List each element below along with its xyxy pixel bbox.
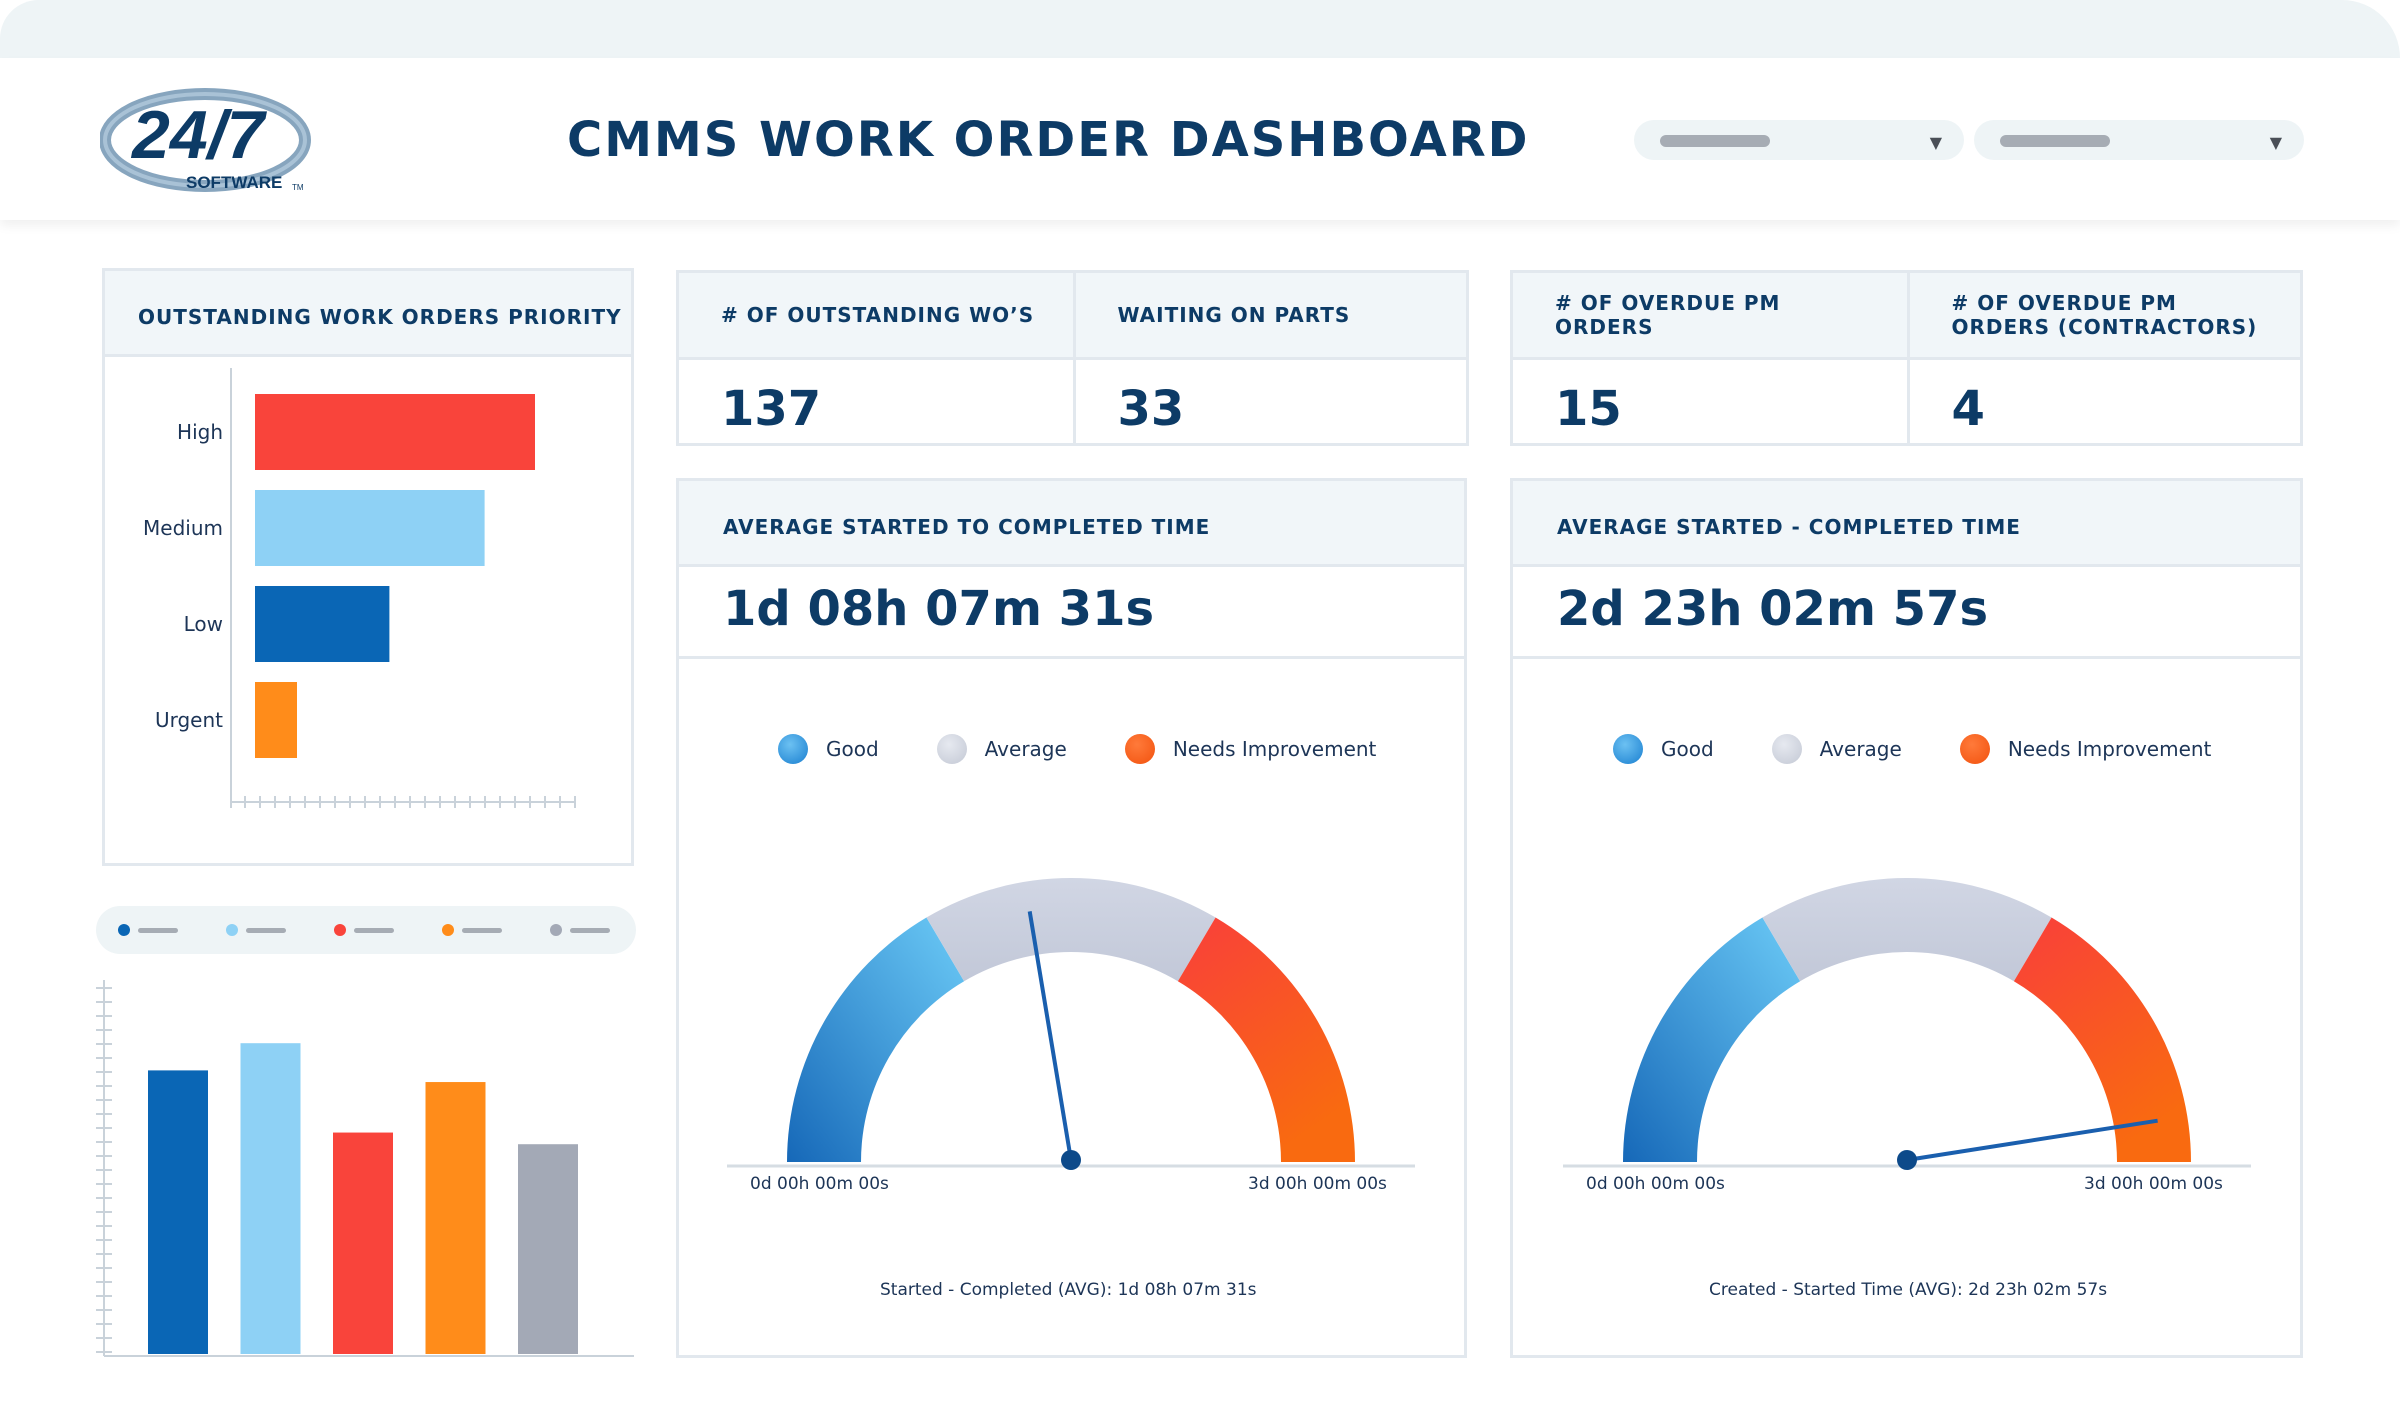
gauge-footer: Created - Started Time (AVG): 2d 23h 02m… bbox=[1709, 1280, 2108, 1300]
kpi-label: # OF OVERDUE PM ORDERS bbox=[1555, 291, 1781, 339]
priority-bar[interactable] bbox=[255, 682, 297, 758]
priority-bar-chart: High Medium Low Urgent bbox=[143, 368, 576, 808]
legend-item-average: Average bbox=[936, 734, 1067, 764]
gauge-card-started-completed: AVERAGE STARTED TO COMPLETED TIME 1d 08h… bbox=[676, 478, 1467, 1358]
legend-dot bbox=[1613, 734, 1643, 764]
priority-bar[interactable] bbox=[255, 586, 390, 662]
gauge-max-label: 3d 00h 00m 00s bbox=[1248, 1174, 1387, 1194]
column-bar[interactable] bbox=[518, 1144, 578, 1354]
legend-swatch bbox=[334, 924, 346, 936]
legend-dot bbox=[778, 734, 808, 764]
chevron-down-icon: ▼ bbox=[2269, 133, 2282, 152]
company-logo[interactable]: 24/7 SOFTWARE TM bbox=[100, 82, 320, 202]
column-bar[interactable] bbox=[148, 1070, 208, 1354]
kpi-overdue-pm-contractors[interactable]: # OF OVERDUE PM ORDERS (CONTRACTORS) 4 bbox=[1906, 273, 2301, 443]
category-label: Low bbox=[184, 612, 223, 636]
gauge-value: 2d 23h 02m 57s bbox=[1513, 567, 2300, 659]
kpi-waiting-on-parts[interactable]: WAITING ON PARTS 33 bbox=[1072, 273, 1467, 443]
kpi-outstanding-wos[interactable]: # OF OUTSTANDING WO’S 137 bbox=[679, 273, 1073, 443]
logo-tm-text: TM bbox=[292, 183, 304, 192]
legend-swatch bbox=[550, 924, 562, 936]
gauge-legend: Good Average Needs Improvement bbox=[1613, 734, 2269, 764]
gauge-title: AVERAGE STARTED - COMPLETED TIME bbox=[1513, 481, 2300, 567]
legend-dot bbox=[1959, 734, 1990, 764]
category-label: High bbox=[177, 420, 223, 444]
kpi-value: 4 bbox=[1951, 381, 1985, 437]
kpi-label: # OF OVERDUE PM ORDERS (CONTRACTORS) bbox=[1951, 291, 2258, 339]
legend-swatch bbox=[442, 924, 454, 936]
legend-label: Needs Improvement bbox=[1172, 737, 1377, 761]
legend-dot bbox=[1124, 734, 1155, 764]
legend-swatch bbox=[118, 924, 130, 936]
gauge-value: 1d 08h 07m 31s bbox=[679, 567, 1464, 659]
legend-dot bbox=[936, 734, 967, 764]
page-title: CMMS WORK ORDER DASHBOARD bbox=[567, 112, 1530, 168]
logo-sub-text: SOFTWARE bbox=[186, 173, 282, 192]
legend-item-good: Good bbox=[1613, 734, 1714, 764]
filter-select-1[interactable]: ▼ bbox=[1634, 120, 1964, 160]
gauge-max-label: 3d 00h 00m 00s bbox=[2084, 1174, 2223, 1194]
select-placeholder-bar bbox=[2000, 135, 2110, 147]
legend-label: Needs Improvement bbox=[2007, 737, 2212, 761]
legend-placeholder bbox=[246, 928, 286, 933]
priority-chart-card: OUTSTANDING WORK ORDERS PRIORITY bbox=[102, 268, 634, 866]
bar-chart-legend bbox=[96, 906, 636, 954]
kpi-overdue-pm-orders[interactable]: # OF OVERDUE PM ORDERS 15 bbox=[1513, 273, 1907, 443]
gauge-min-label: 0d 00h 00m 00s bbox=[1586, 1174, 1725, 1194]
filter-select-2[interactable]: ▼ bbox=[1974, 120, 2304, 160]
priority-chart-title: OUTSTANDING WORK ORDERS PRIORITY bbox=[105, 271, 631, 357]
legend-placeholder bbox=[354, 928, 394, 933]
legend-swatch bbox=[226, 924, 238, 936]
logo-mark-text: 24/7 bbox=[130, 97, 268, 173]
kpi-card-overdue: # OF OVERDUE PM ORDERS 15 # OF OVERDUE P… bbox=[1510, 270, 2303, 446]
gauge-title: AVERAGE STARTED TO COMPLETED TIME bbox=[679, 481, 1464, 567]
legend-item-average: Average bbox=[1771, 734, 1902, 764]
legend-label: Average bbox=[1819, 737, 1902, 761]
kpi-value: 33 bbox=[1117, 381, 1185, 437]
priority-bar[interactable] bbox=[255, 490, 485, 566]
column-bar[interactable] bbox=[240, 1043, 301, 1354]
legend-label: Good bbox=[1661, 737, 1714, 761]
gauge-card-created-started: AVERAGE STARTED - COMPLETED TIME 2d 23h … bbox=[1510, 478, 2303, 1358]
gauge-footer: Started - Completed (AVG): 1d 08h 07m 31… bbox=[880, 1280, 1257, 1300]
legend-label: Good bbox=[826, 737, 879, 761]
column-bar[interactable] bbox=[425, 1082, 486, 1354]
column-bar[interactable] bbox=[333, 1132, 393, 1354]
gauge-min-label: 0d 00h 00m 00s bbox=[750, 1174, 889, 1194]
kpi-label: WAITING ON PARTS bbox=[1117, 303, 1351, 327]
legend-label: Average bbox=[984, 737, 1067, 761]
chevron-down-icon: ▼ bbox=[1929, 133, 1942, 152]
legend-placeholder bbox=[570, 928, 610, 933]
category-label: Urgent bbox=[155, 708, 223, 732]
legend-dot bbox=[1771, 734, 1802, 764]
gauge-legend: Good Average Needs Improvement bbox=[778, 734, 1434, 764]
window-top-strip bbox=[0, 0, 2400, 58]
legend-item-needs-improvement: Needs Improvement bbox=[1959, 734, 2212, 764]
legend-item-good: Good bbox=[778, 734, 879, 764]
kpi-value: 137 bbox=[721, 381, 822, 437]
vertical-bar-chart bbox=[96, 980, 634, 1357]
kpi-value: 15 bbox=[1555, 381, 1622, 437]
legend-placeholder bbox=[462, 928, 502, 933]
category-label: Medium bbox=[143, 516, 223, 540]
legend-placeholder bbox=[138, 928, 178, 933]
legend-item-needs-improvement: Needs Improvement bbox=[1124, 734, 1377, 764]
select-placeholder-bar bbox=[1660, 135, 1770, 147]
kpi-label: # OF OUTSTANDING WO’S bbox=[721, 303, 1035, 327]
priority-bar[interactable] bbox=[255, 394, 535, 470]
kpi-card-outstanding: # OF OUTSTANDING WO’S 137 WAITING ON PAR… bbox=[676, 270, 1469, 446]
